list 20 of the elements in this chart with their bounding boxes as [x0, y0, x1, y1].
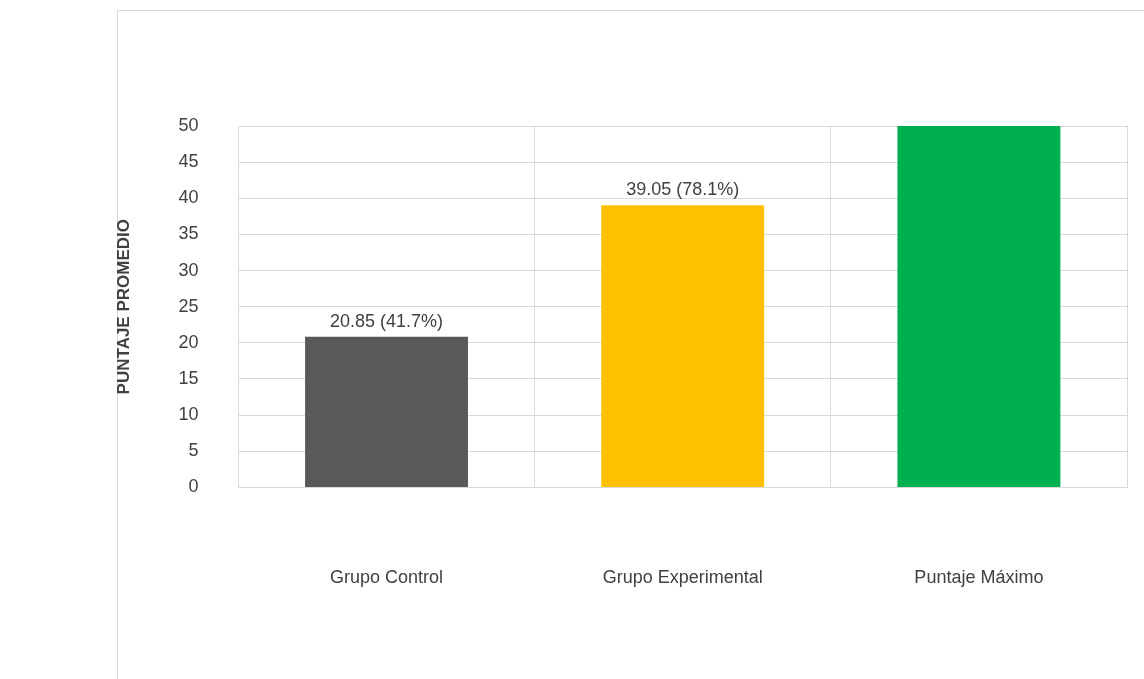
y-tick-label: 50	[178, 114, 199, 135]
data-label: 39.05 (78.1%)	[626, 179, 740, 200]
bar	[305, 336, 468, 487]
bar	[601, 205, 765, 487]
x-tick-label: Grupo Experimental	[602, 567, 763, 588]
y-tick-label: 15	[178, 367, 199, 388]
y-tick-label: 45	[178, 151, 199, 172]
y-axis-title: PUNTAJE PROMEDIO	[113, 219, 133, 395]
data-label: 20.85 (41.7%)	[329, 310, 444, 331]
y-tick-label: 0	[188, 476, 199, 497]
y-tick-label: 25	[178, 295, 199, 316]
y-tick-label: 40	[178, 187, 199, 208]
y-tick-label: 10	[178, 404, 199, 425]
y-tick-label: 20	[178, 331, 199, 352]
y-tick-label: 30	[178, 259, 199, 280]
bar	[897, 126, 1061, 487]
x-tick-label: Puntaje Máximo	[914, 567, 1044, 588]
x-tick-label: Grupo Control	[329, 567, 444, 588]
y-tick-label: 5	[188, 440, 199, 461]
y-tick-label: 35	[178, 223, 199, 244]
